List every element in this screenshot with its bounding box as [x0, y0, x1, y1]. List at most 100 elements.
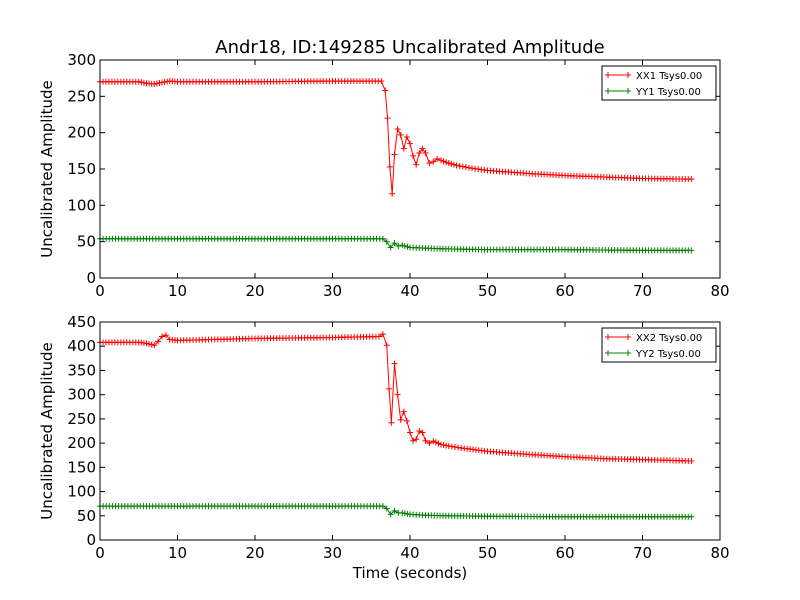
legend-box [601, 65, 717, 101]
legend-swatch-marker [625, 334, 631, 340]
x-tick-label: 70 [633, 282, 652, 300]
data-point [453, 162, 460, 169]
y-tick-label: 50 [77, 233, 96, 251]
data-point [397, 131, 404, 138]
y-tick-label: 100 [67, 196, 96, 214]
series-markers-2 [97, 503, 695, 520]
x-tick-label: 30 [323, 282, 342, 300]
y-tick-label: 100 [67, 483, 96, 501]
data-point [400, 145, 407, 152]
y-tick-label: 350 [67, 361, 96, 379]
data-point [383, 505, 390, 512]
data-point [430, 438, 437, 445]
data-point [389, 190, 396, 197]
data-point [386, 163, 393, 170]
x-tick-label: 10 [168, 544, 187, 562]
data-point [399, 242, 406, 249]
y-tick-label: 300 [67, 386, 96, 404]
data-point [387, 244, 394, 251]
data-point [459, 163, 466, 170]
legend-swatch-marker [625, 88, 631, 94]
data-point [688, 176, 695, 183]
data-point [403, 417, 410, 424]
legend-label: XX2 Tsys0.00 [636, 333, 702, 344]
data-point [397, 416, 404, 423]
legend-label: YY2 Tsys0.00 [635, 349, 701, 360]
x-tick-label: 60 [555, 282, 574, 300]
y-tick-label: 300 [67, 51, 96, 69]
data-point [422, 150, 429, 157]
x-tick-label: 20 [245, 544, 264, 562]
data-point [400, 408, 407, 415]
data-point [407, 140, 413, 147]
legend-swatch-marker [605, 350, 611, 356]
data-point [438, 157, 444, 164]
x-tick-label: 60 [555, 544, 574, 562]
y-tick-label: 250 [67, 410, 96, 428]
data-point [422, 437, 429, 444]
data-point [379, 503, 386, 510]
data-point [379, 235, 386, 242]
data-point [395, 243, 402, 250]
data-point [426, 160, 433, 167]
legend: XX1 Tsys0.00 YY1 Tsys0.00 [601, 65, 717, 101]
data-point [378, 78, 385, 85]
bottom-panel: 0 10 20 30 40 50 60 70 80 0 50 100 150 200 250 300 350 40… [38, 313, 730, 562]
y-tick-label: 400 [67, 337, 96, 355]
data-point [419, 429, 426, 436]
data-point [394, 126, 401, 133]
x-tick-label: 30 [323, 544, 342, 562]
x-tick-label: 50 [478, 282, 497, 300]
data-point [434, 155, 441, 162]
legend-swatch-marker [605, 334, 611, 340]
data-point [413, 436, 420, 443]
x-tick-label: 40 [400, 282, 419, 300]
y-tick-label: 150 [67, 458, 96, 476]
data-point [448, 160, 455, 167]
data-point [450, 161, 457, 168]
y-tick-label: 200 [67, 124, 96, 142]
data-point [410, 437, 417, 444]
legend-swatch-marker [605, 72, 611, 78]
data-point [462, 164, 469, 171]
data-point [465, 164, 472, 171]
data-point [159, 333, 165, 340]
legend-swatch-marker [605, 88, 611, 94]
data-point [443, 159, 450, 166]
legend-label: YY1 Tsys0.00 [635, 87, 701, 98]
y-tick-label: 0 [86, 269, 96, 287]
data-point [456, 162, 463, 169]
x-tick-label: 0 [95, 282, 105, 300]
data-point [387, 511, 394, 518]
data-point [146, 340, 153, 347]
y-tick-label: 250 [67, 87, 96, 105]
data-point [391, 151, 398, 158]
legend: XX2 Tsys0.00 YY2 Tsys0.00 [601, 327, 717, 363]
data-point [410, 152, 417, 159]
legend-swatch-marker [625, 72, 631, 78]
legend-box [601, 327, 717, 363]
data-point [162, 332, 169, 339]
data-point [688, 247, 695, 254]
data-point [440, 158, 447, 165]
data-point [435, 440, 442, 447]
data-point [413, 161, 420, 168]
series-markers-1 [97, 331, 695, 465]
y-tick-label: 0 [86, 531, 96, 549]
x-tick-label: 70 [633, 544, 652, 562]
data-point [688, 513, 695, 520]
x-tick-label: 20 [245, 282, 264, 300]
data-point [391, 360, 398, 367]
data-point [432, 439, 439, 446]
data-point [382, 87, 389, 94]
series-markers-2 [97, 235, 695, 254]
x-tick-label: 10 [168, 282, 187, 300]
data-point [151, 342, 158, 349]
data-point [404, 243, 411, 250]
data-point [143, 340, 150, 347]
data-point [379, 331, 386, 338]
data-point [445, 160, 452, 167]
x-axis-label: Time (seconds) [352, 564, 468, 582]
data-point [419, 145, 426, 152]
data-point [148, 341, 155, 348]
